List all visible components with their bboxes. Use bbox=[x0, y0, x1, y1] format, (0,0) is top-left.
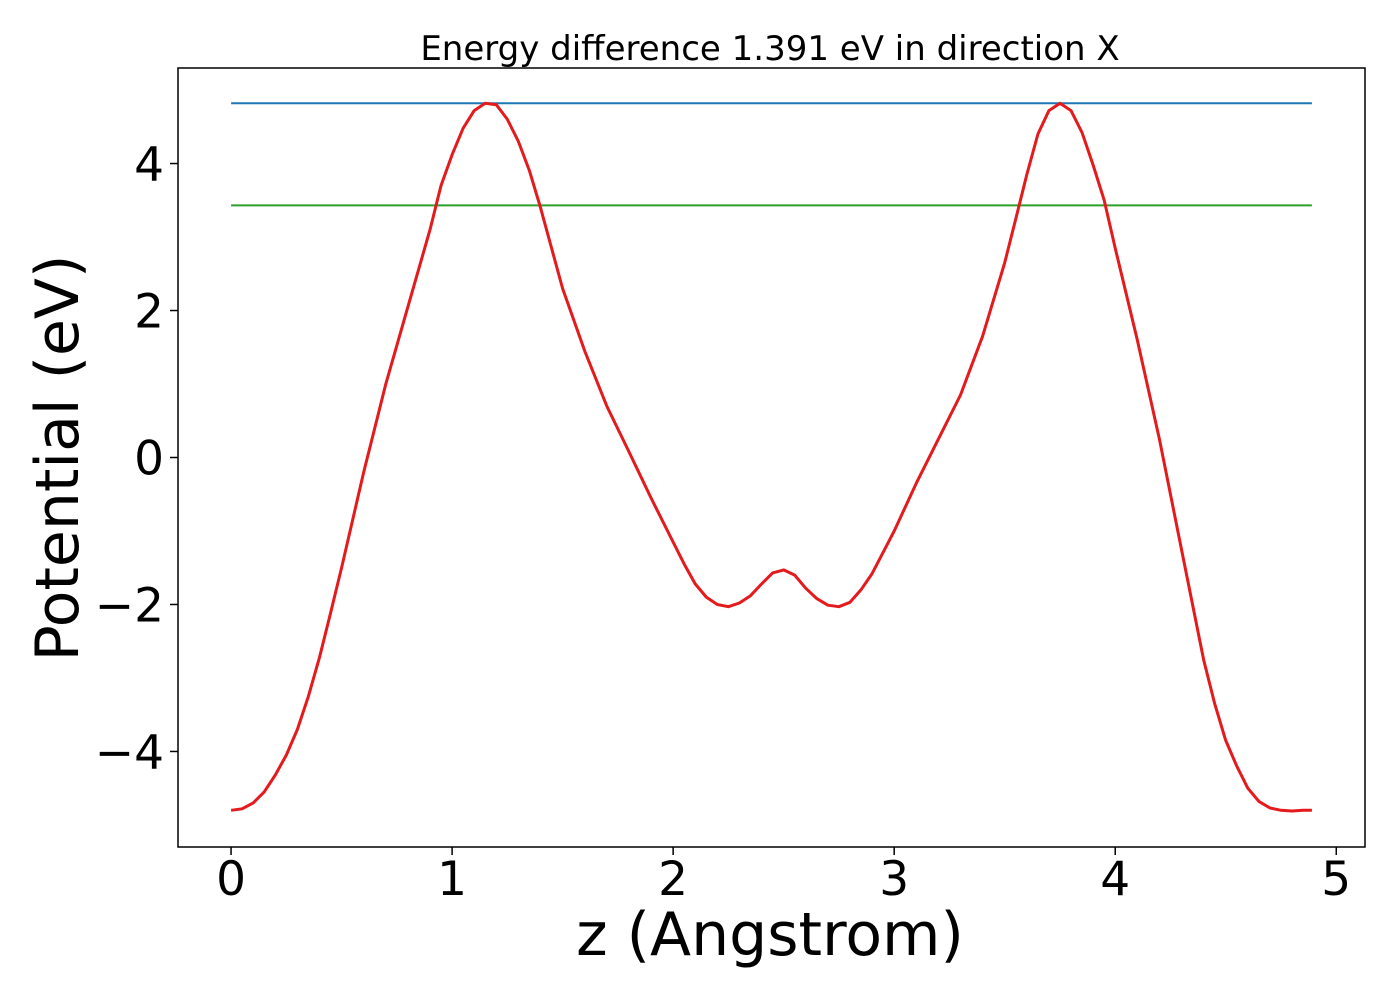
potential-curve bbox=[230, 101, 1312, 813]
y-axis-label: Potential (eV) bbox=[23, 255, 93, 662]
x-tick-label: 2 bbox=[658, 852, 688, 907]
y-axis: 4 2 0 −2 −4 bbox=[95, 138, 178, 780]
series-layer bbox=[230, 101, 1312, 813]
x-tick-label: 4 bbox=[1100, 852, 1130, 907]
plot-frame bbox=[177, 67, 1366, 848]
y-tick-label: 0 bbox=[134, 432, 164, 487]
y-tick-label: −2 bbox=[95, 578, 164, 633]
x-axis: 0 1 2 3 4 5 bbox=[216, 847, 1351, 907]
x-tick-label: 0 bbox=[216, 852, 246, 907]
x-tick-label: 5 bbox=[1321, 852, 1351, 907]
chart-title: Energy difference 1.391 eV in direction … bbox=[420, 29, 1119, 69]
x-tick-label: 3 bbox=[879, 852, 909, 907]
x-tick-label: 1 bbox=[437, 852, 467, 907]
x-axis-label: z (Angstrom) bbox=[576, 900, 964, 970]
y-tick-label: 4 bbox=[134, 138, 164, 193]
y-tick-label: 2 bbox=[134, 285, 164, 340]
y-tick-label: −4 bbox=[95, 725, 164, 780]
